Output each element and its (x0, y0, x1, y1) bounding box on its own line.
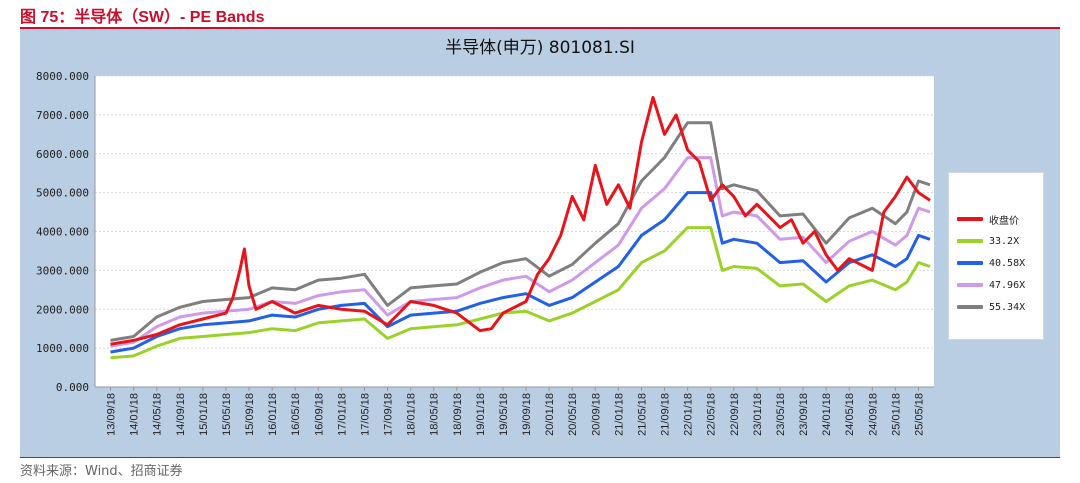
y-tick-label: 3000.000 (36, 264, 89, 277)
x-tick-label: 19/09/18 (521, 393, 533, 436)
bottom-rule (20, 457, 1060, 458)
x-tick-label: 16/09/18 (313, 393, 325, 436)
legend-label: 33.2X (989, 235, 1020, 247)
x-tick-label: 20/09/18 (590, 393, 602, 436)
x-tick-label: 21/01/18 (613, 393, 625, 436)
x-tick-label: 22/05/18 (706, 393, 718, 436)
y-tick-label: 4000.000 (36, 226, 89, 239)
top-rule (20, 27, 1060, 29)
series-line-55.34X (110, 121, 931, 342)
legend-item: 33.2X (957, 233, 1019, 249)
x-tick-label: 15/01/18 (198, 393, 210, 436)
series-line-close (110, 95, 931, 346)
legend-item: 收盘价 (957, 211, 1019, 227)
y-tick-label: 6000.000 (36, 148, 89, 161)
x-tick-label: 14/01/18 (129, 393, 141, 436)
legend-swatch (957, 239, 983, 243)
x-tick-label: 23/01/18 (752, 393, 764, 436)
x-tick-label: 17/09/18 (383, 393, 395, 436)
x-tick-label: 20/05/18 (567, 393, 579, 436)
y-tick-label: 7000.000 (36, 109, 89, 122)
x-tick-label: 22/09/18 (729, 393, 741, 436)
x-tick-label: 24/09/18 (867, 393, 879, 436)
x-tick-label: 15/09/18 (244, 393, 256, 436)
chart-title: 半导体(申万) 801081.SI (445, 38, 635, 58)
legend-label: 55.34X (989, 301, 1026, 313)
legend-label: 收盘价 (989, 215, 1019, 227)
legend-swatch (957, 217, 983, 221)
x-tick-label: 15/05/18 (221, 393, 233, 436)
chart-svg: 0.000 1000.000 2000.000 3000.000 4000.000 500… (36, 70, 934, 436)
legend: 收盘价 33.2X 40.58X 47.96X 55.34X (948, 172, 1044, 340)
series-line-40.58X (110, 191, 931, 354)
x-tick-label: 18/05/18 (429, 393, 441, 436)
x-tick-label: 22/01/18 (683, 393, 695, 436)
series-line-33.2X (110, 226, 931, 360)
x-tick-label: 25/01/18 (890, 393, 902, 436)
x-tick-label: 20/01/18 (544, 393, 556, 436)
legend-swatch (957, 261, 983, 265)
y-tick-label: 2000.000 (36, 303, 89, 316)
chart-panel: 半导体(申万) 801081.SI 0.000 1000.000 2000.000 3… (20, 29, 1060, 457)
x-tick-label: 16/05/18 (290, 393, 302, 436)
legend-label: 40.58X (989, 257, 1026, 269)
x-tick-label: 18/09/18 (452, 393, 464, 436)
x-tick-label: 16/01/18 (267, 393, 279, 436)
legend-item: 47.96X (957, 277, 1025, 293)
y-tick-label: 0.000 (56, 381, 89, 394)
legend-item: 55.34X (957, 299, 1025, 315)
x-tick-label: 21/09/18 (660, 393, 672, 436)
x-tick-label: 23/09/18 (798, 393, 810, 436)
x-tick-label: 17/01/18 (336, 393, 348, 436)
y-tick-label: 8000.000 (36, 70, 89, 83)
x-tick-label: 25/05/18 (913, 393, 925, 436)
x-tick-label: 21/05/18 (636, 393, 648, 436)
x-tick-label: 19/01/18 (475, 393, 487, 436)
x-tick-label: 24/05/18 (844, 393, 856, 436)
x-tick-label: 14/09/18 (175, 393, 187, 436)
x-tick-label: 23/05/18 (775, 393, 787, 436)
y-tick-label: 1000.000 (36, 342, 89, 355)
x-tick-label: 18/01/18 (406, 393, 418, 436)
x-tick-label: 13/09/18 (106, 393, 118, 436)
legend-label: 47.96X (989, 279, 1026, 291)
x-tick-label: 24/01/18 (821, 393, 833, 436)
legend-swatch (957, 283, 983, 287)
x-tick-label: 17/05/18 (359, 393, 371, 436)
figure-header: 图 75：半导体（SW）- PE Bands (0, 0, 1060, 28)
y-tick-label: 5000.000 (36, 187, 89, 200)
x-tick-label: 19/05/18 (498, 393, 510, 436)
legend-item: 40.58X (957, 255, 1025, 271)
legend-swatch (957, 305, 983, 309)
figure-caption: 图 75：半导体（SW）- PE Bands (20, 9, 265, 26)
source-note: 资料来源：Wind、招商证券 (20, 464, 183, 479)
x-tick-label: 14/05/18 (152, 393, 164, 436)
